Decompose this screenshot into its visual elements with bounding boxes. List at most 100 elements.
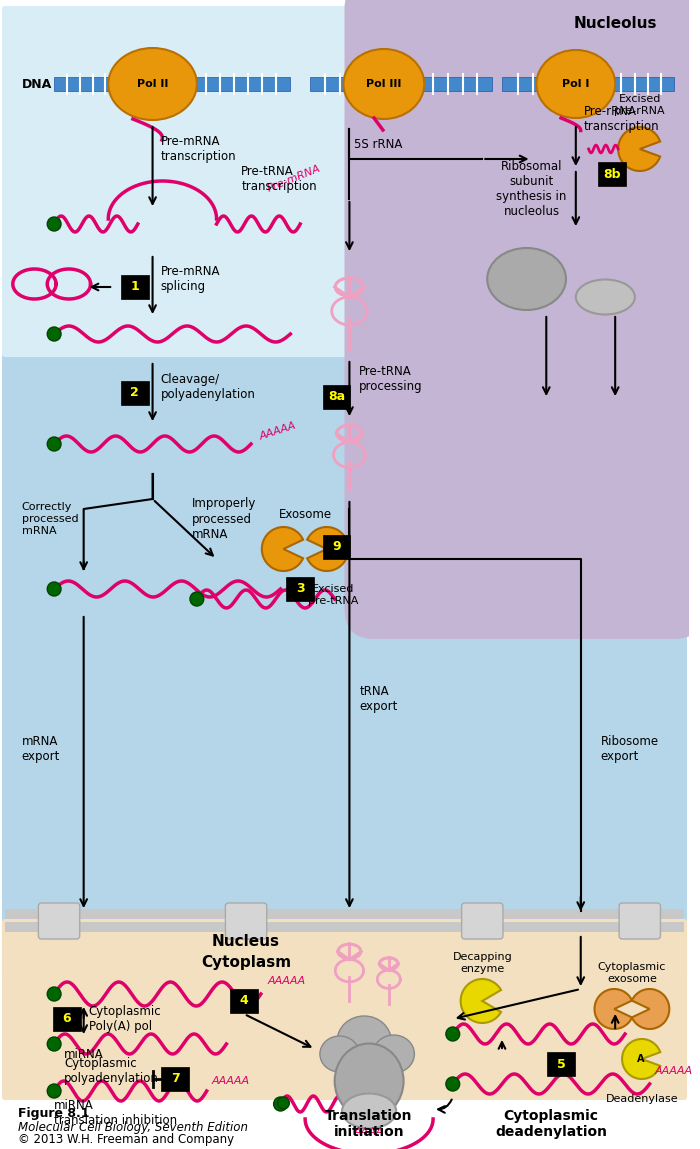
- Text: Ribosome
export: Ribosome export: [601, 735, 659, 763]
- FancyBboxPatch shape: [54, 77, 118, 91]
- Text: Pre-mRNA: Pre-mRNA: [266, 163, 322, 194]
- Text: Cytoplasm: Cytoplasm: [201, 956, 291, 971]
- FancyBboxPatch shape: [461, 903, 503, 939]
- Text: Pol II: Pol II: [137, 79, 168, 88]
- Text: Ribosomal
subunit
synthesis in
nucleolus: Ribosomal subunit synthesis in nucleolus: [496, 160, 567, 218]
- Text: Pre-mRNA
transcription: Pre-mRNA transcription: [160, 134, 236, 163]
- Text: Pol III: Pol III: [366, 79, 402, 88]
- Wedge shape: [618, 128, 660, 171]
- Circle shape: [47, 1084, 61, 1098]
- Text: 1: 1: [130, 280, 139, 293]
- Wedge shape: [307, 527, 349, 571]
- Text: Cytoplasmic
polyadenylation: Cytoplasmic polyadenylation: [64, 1057, 159, 1085]
- Circle shape: [47, 437, 61, 452]
- Text: miRNA: miRNA: [64, 1049, 104, 1062]
- Circle shape: [47, 327, 61, 341]
- Ellipse shape: [536, 51, 615, 118]
- Text: © 2013 W.H. Freeman and Company: © 2013 W.H. Freeman and Company: [18, 1133, 234, 1146]
- Text: Molecular Cell Biology, Seventh Edition: Molecular Cell Biology, Seventh Edition: [18, 1120, 248, 1134]
- Wedge shape: [622, 1039, 660, 1079]
- Text: Excised
pre-rRNA: Excised pre-rRNA: [615, 94, 665, 116]
- FancyBboxPatch shape: [230, 989, 258, 1013]
- FancyBboxPatch shape: [419, 77, 492, 91]
- Ellipse shape: [337, 1016, 391, 1066]
- Text: AAAAA: AAAAA: [267, 976, 306, 986]
- Ellipse shape: [576, 279, 635, 315]
- Text: 6: 6: [62, 1012, 71, 1026]
- Text: Figure 8.1: Figure 8.1: [18, 1108, 89, 1120]
- Text: Nucleolus: Nucleolus: [573, 16, 657, 31]
- Circle shape: [274, 1097, 288, 1111]
- Ellipse shape: [108, 48, 197, 119]
- Text: Cytoplasmic
exosome: Cytoplasmic exosome: [598, 963, 666, 984]
- FancyBboxPatch shape: [121, 381, 148, 404]
- FancyBboxPatch shape: [598, 162, 626, 186]
- Circle shape: [278, 1097, 289, 1109]
- Text: Deadenylase: Deadenylase: [606, 1094, 678, 1104]
- FancyBboxPatch shape: [323, 385, 351, 409]
- Text: 4: 4: [239, 995, 248, 1008]
- Text: 5: 5: [556, 1057, 566, 1071]
- FancyBboxPatch shape: [502, 77, 550, 91]
- Ellipse shape: [344, 49, 424, 119]
- Text: Exosome: Exosome: [279, 508, 332, 520]
- FancyBboxPatch shape: [225, 903, 267, 939]
- Text: 2: 2: [130, 386, 139, 400]
- Circle shape: [47, 987, 61, 1001]
- Text: 8a: 8a: [328, 391, 345, 403]
- Text: AAAAA: AAAAA: [258, 421, 298, 441]
- FancyBboxPatch shape: [2, 6, 687, 357]
- Text: 3: 3: [296, 583, 304, 595]
- FancyBboxPatch shape: [192, 77, 290, 91]
- Wedge shape: [594, 989, 632, 1030]
- FancyBboxPatch shape: [323, 535, 351, 560]
- FancyBboxPatch shape: [53, 1007, 80, 1031]
- Text: 7: 7: [171, 1072, 180, 1086]
- Text: 8b: 8b: [603, 168, 621, 180]
- FancyBboxPatch shape: [121, 275, 148, 299]
- FancyBboxPatch shape: [310, 77, 354, 91]
- Text: tRNA
export: tRNA export: [359, 685, 398, 714]
- Text: Pre-tRNA
transcription: Pre-tRNA transcription: [241, 165, 317, 193]
- Text: 5S rRNA: 5S rRNA: [354, 138, 402, 151]
- Text: AAAAA: AAAAA: [211, 1075, 250, 1086]
- Ellipse shape: [320, 1036, 359, 1072]
- Text: DNA: DNA: [22, 77, 52, 91]
- FancyBboxPatch shape: [38, 903, 80, 939]
- Text: Cytoplasmic
deadenylation: Cytoplasmic deadenylation: [495, 1109, 607, 1139]
- Wedge shape: [262, 527, 303, 571]
- Text: A: A: [637, 1054, 645, 1064]
- FancyBboxPatch shape: [344, 0, 700, 639]
- Text: mRNA
export: mRNA export: [22, 735, 60, 763]
- Wedge shape: [632, 989, 669, 1030]
- Circle shape: [190, 592, 204, 606]
- FancyBboxPatch shape: [5, 909, 684, 919]
- Text: Nucleus: Nucleus: [212, 933, 280, 949]
- Text: Pre-rRNA
transcription: Pre-rRNA transcription: [584, 105, 659, 133]
- Ellipse shape: [335, 1043, 404, 1118]
- FancyBboxPatch shape: [2, 350, 687, 977]
- Text: Decapping
enzyme: Decapping enzyme: [452, 953, 512, 974]
- Text: Cytoplasmic
Poly(A) pol: Cytoplasmic Poly(A) pol: [89, 1005, 161, 1033]
- Wedge shape: [461, 979, 501, 1023]
- Text: Pre-tRNA
processing: Pre-tRNA processing: [359, 365, 423, 393]
- Text: miRNA
translation inhibition: miRNA translation inhibition: [54, 1098, 177, 1127]
- FancyBboxPatch shape: [619, 903, 661, 939]
- Circle shape: [47, 217, 61, 231]
- Text: 9: 9: [332, 540, 341, 554]
- Text: Improperly
processed
mRNA: Improperly processed mRNA: [192, 498, 256, 540]
- Text: Pol I: Pol I: [562, 79, 589, 88]
- Text: Translation
initiation: Translation initiation: [326, 1109, 413, 1139]
- FancyBboxPatch shape: [286, 577, 314, 601]
- FancyBboxPatch shape: [608, 77, 674, 91]
- FancyBboxPatch shape: [2, 919, 687, 1100]
- Ellipse shape: [342, 1094, 396, 1128]
- Circle shape: [47, 1038, 61, 1051]
- Ellipse shape: [487, 248, 566, 310]
- Ellipse shape: [373, 1035, 414, 1073]
- Circle shape: [446, 1077, 460, 1092]
- Text: Excised
pre-tRNA: Excised pre-tRNA: [307, 584, 358, 606]
- Circle shape: [446, 1027, 460, 1041]
- Text: Pre-mRNA
splicing: Pre-mRNA splicing: [160, 265, 220, 293]
- Text: Correctly
processed
mRNA: Correctly processed mRNA: [22, 502, 78, 535]
